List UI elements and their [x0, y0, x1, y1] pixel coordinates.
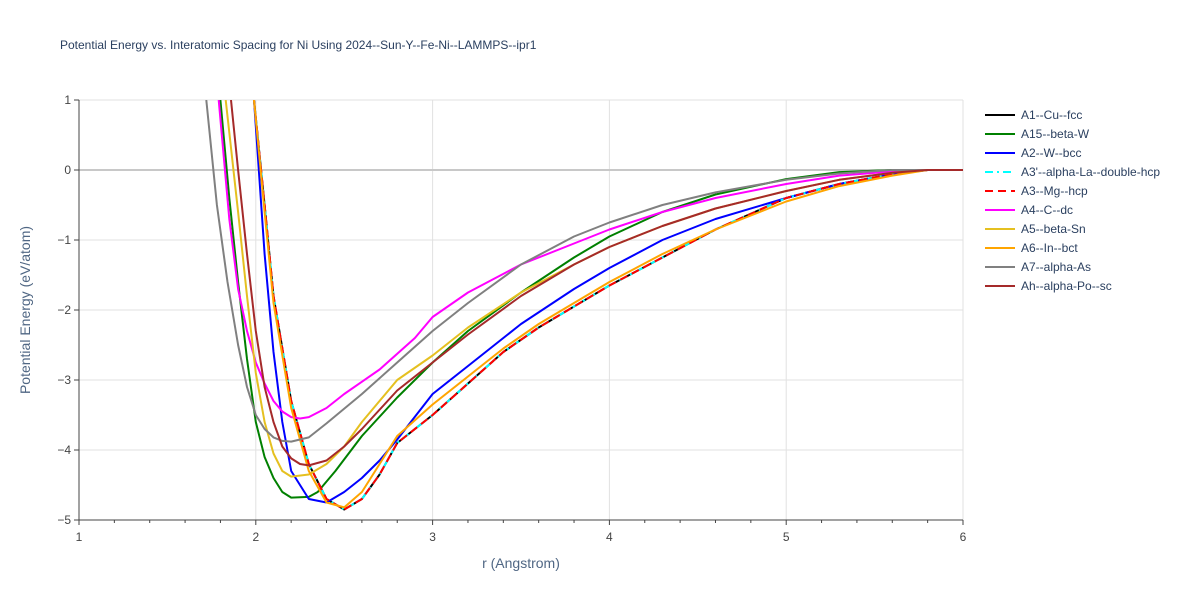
chart-title: Potential Energy vs. Interatomic Spacing… [60, 38, 537, 52]
legend-swatch [985, 189, 1015, 192]
legend-item[interactable]: Ah--alpha-Po--sc [985, 276, 1160, 295]
legend-item[interactable]: A5--beta-Sn [985, 219, 1160, 238]
legend-label: Ah--alpha-Po--sc [1021, 278, 1112, 293]
y-tick-label: −5 [57, 513, 71, 527]
legend-item[interactable]: A15--beta-W [985, 124, 1160, 143]
legend-swatch [985, 265, 1015, 268]
legend-label: A3--Mg--hcp [1021, 183, 1088, 198]
x-axis-title: r (Angstrom) [482, 555, 560, 571]
legend-item[interactable]: A1--Cu--fcc [985, 105, 1160, 124]
y-tick-label: 0 [64, 163, 71, 177]
legend-item[interactable]: A4--C--dc [985, 200, 1160, 219]
series-line-a4-c-dc[interactable] [217, 100, 963, 420]
series-line-a6-in-bct[interactable] [253, 100, 963, 509]
legend-label: A1--Cu--fcc [1021, 107, 1083, 122]
y-tick-label: −2 [57, 303, 71, 317]
series-line-a5-beta-sn[interactable] [224, 100, 963, 478]
legend-swatch [985, 132, 1015, 135]
x-tick-label: 2 [252, 530, 259, 544]
legend-label: A3'--alpha-La--double-hcp [1021, 164, 1161, 179]
legend-swatch [985, 284, 1015, 287]
y-axis-title: Potential Energy (eV/atom) [17, 226, 33, 394]
y-tick-label: −4 [57, 443, 71, 457]
x-tick-label: 1 [76, 530, 83, 544]
grid [79, 99, 964, 520]
legend-item[interactable]: A3'--alpha-La--double-hcp [985, 162, 1160, 181]
legend-swatch [985, 170, 1015, 173]
legend-item[interactable]: A2--W--bcc [985, 143, 1160, 162]
legend-label: A6--In--bct [1021, 240, 1078, 255]
x-tick-label: 3 [429, 530, 436, 544]
series-line-a3-alpha-la-double-hcp[interactable] [253, 100, 963, 511]
legend-item[interactable]: A3--Mg--hcp [985, 181, 1160, 200]
series-line-a1-cu-fcc[interactable] [253, 100, 963, 511]
y-tick-label: 1 [64, 93, 71, 107]
series-lines [205, 100, 963, 511]
legend-swatch [985, 151, 1015, 154]
x-tick-label: 6 [960, 530, 967, 544]
legend-item[interactable]: A6--In--bct [985, 238, 1160, 257]
legend-swatch [985, 227, 1015, 230]
x-tick-label: 4 [606, 530, 613, 544]
series-line-a3-mg-hcp[interactable] [253, 100, 963, 511]
y-tick-label: −3 [57, 373, 71, 387]
legend-label: A15--beta-W [1021, 126, 1090, 141]
series-line-ah-alpha-po-sc[interactable] [230, 100, 963, 467]
legend-item[interactable]: A7--alpha-As [985, 257, 1160, 276]
legend: A1--Cu--fcc A15--beta-W A2--W--bcc A3'--alp… [985, 105, 1160, 295]
legend-swatch [985, 113, 1015, 116]
x-tick-label: 5 [783, 530, 790, 544]
legend-swatch [985, 246, 1015, 249]
series-line-a2-w-bcc[interactable] [253, 100, 963, 504]
legend-label: A7--alpha-As [1021, 259, 1092, 274]
legend-label: A5--beta-Sn [1021, 221, 1086, 236]
legend-label: A2--W--bcc [1021, 145, 1082, 160]
axes: 1 2 3 4 5 6 1 0 −1 −2 −3 −4 −5 [57, 93, 966, 544]
series-line-a7-alpha-as[interactable] [205, 100, 963, 443]
legend-label: A4--C--dc [1021, 202, 1074, 217]
y-tick-label: −1 [57, 233, 71, 247]
legend-swatch [985, 208, 1015, 211]
series-line-a15-beta-w[interactable] [219, 100, 963, 499]
